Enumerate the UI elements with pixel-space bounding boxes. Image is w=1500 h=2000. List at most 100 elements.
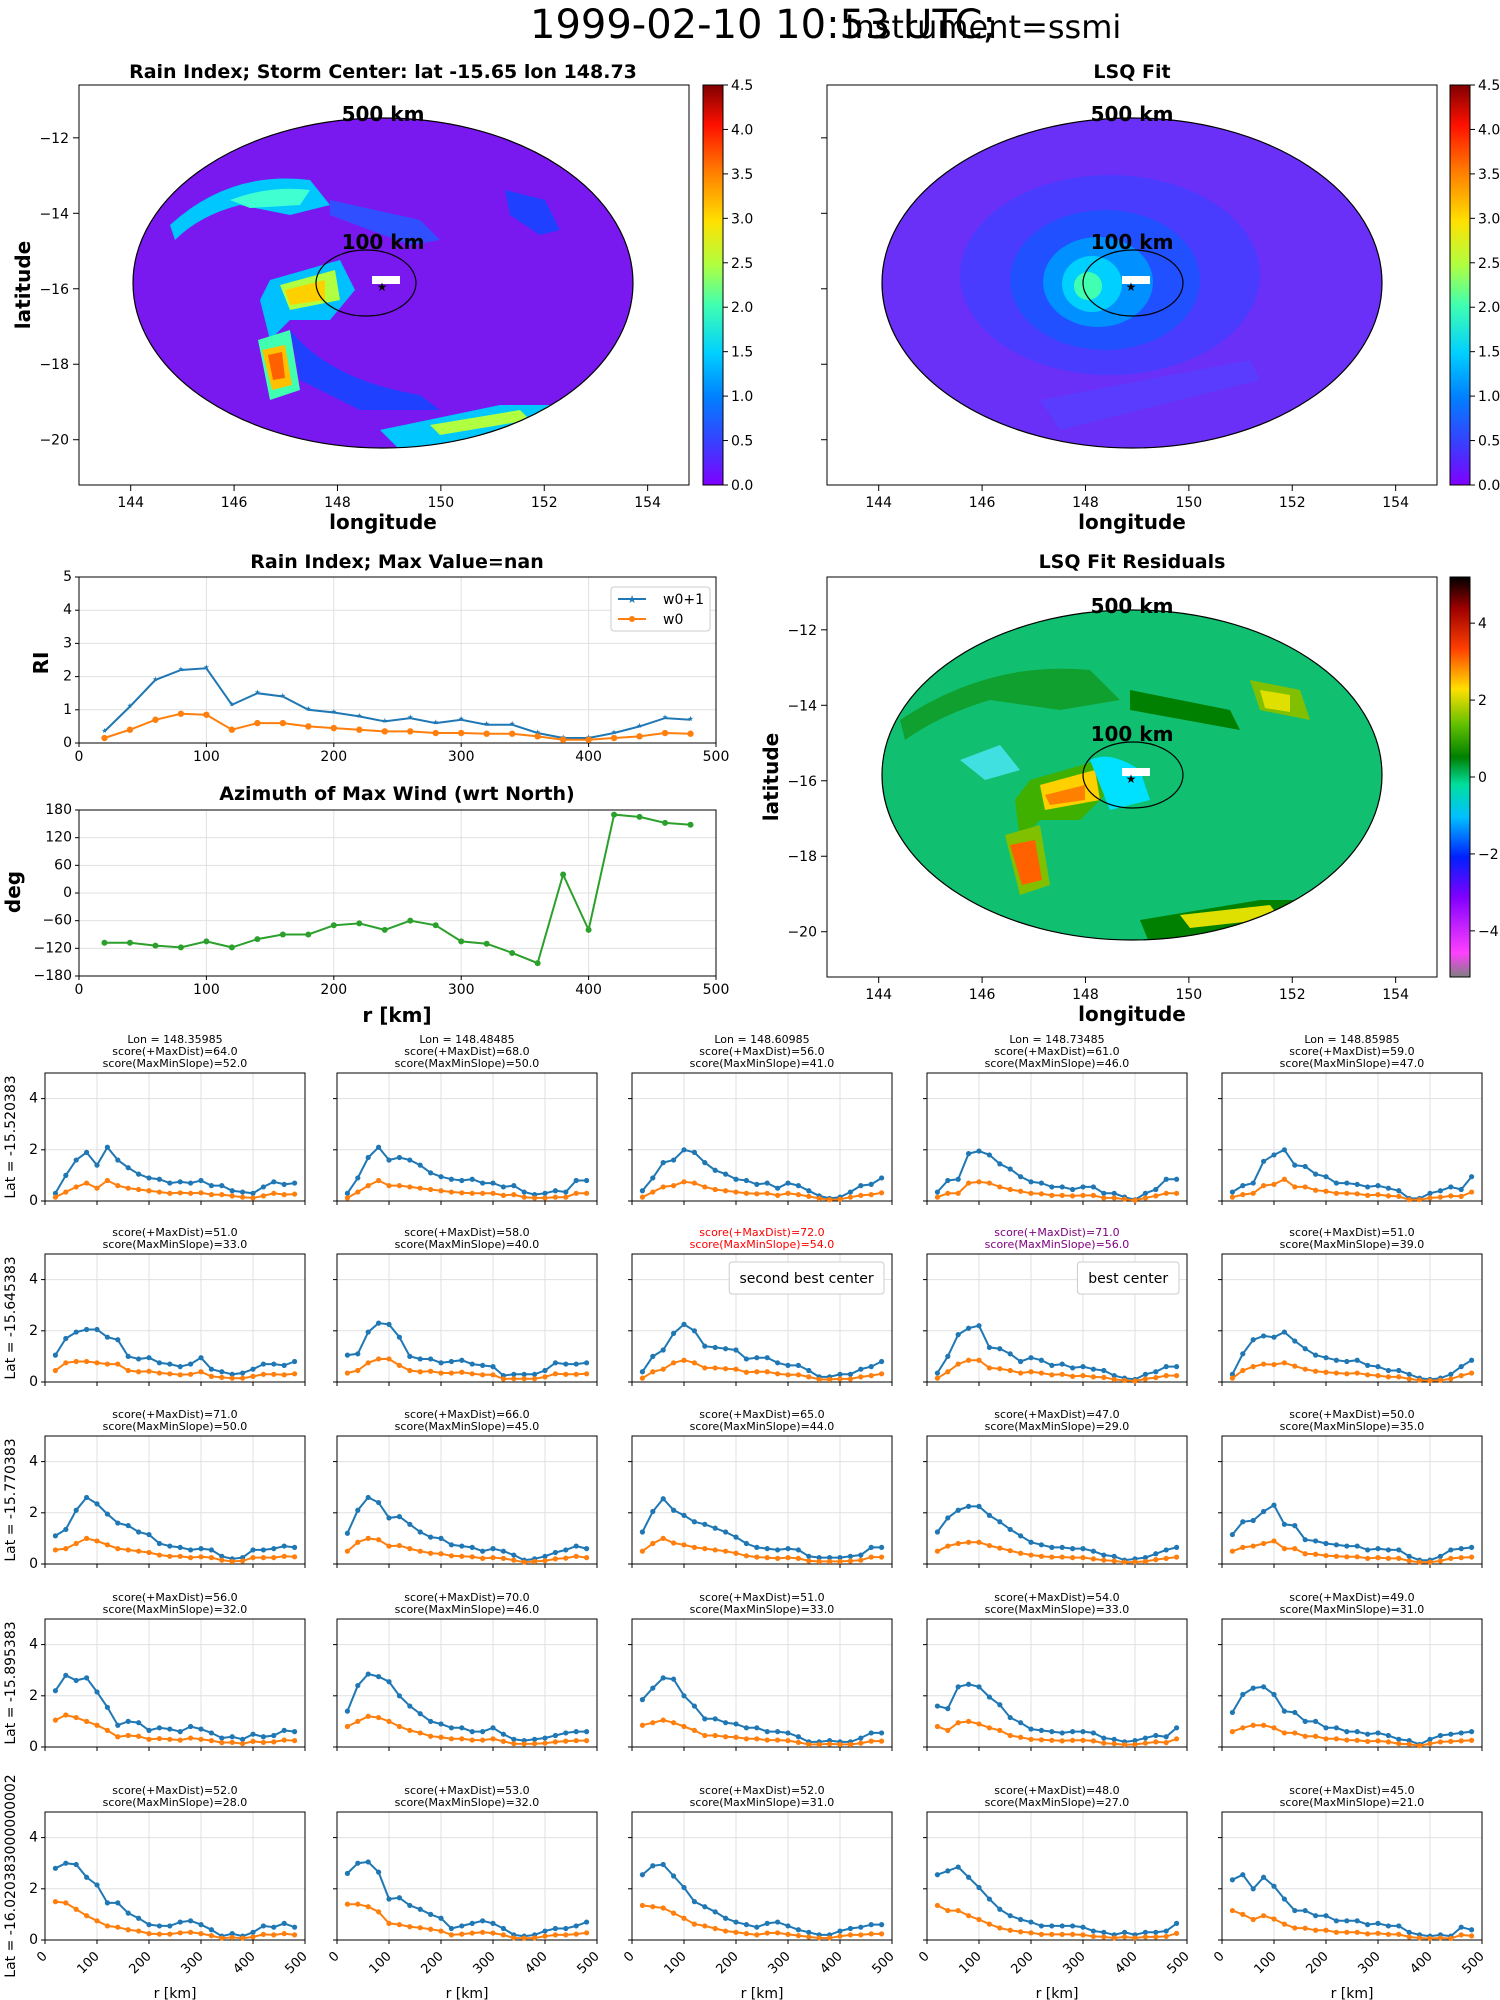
data-point [281,1920,287,1926]
data-point [417,1711,423,1717]
cell-score-slope: score(MaxMinSlope)=27.0 [985,1796,1130,1809]
data-point [281,1181,287,1187]
plot-frame [631,1072,893,1202]
data-point [1070,1373,1076,1379]
data-point [167,1543,173,1549]
data-point [733,1734,739,1740]
lsq-fit-colorbar [1449,84,1471,486]
lon-tick-label: 148 [1072,495,1099,511]
data-point [156,1370,162,1376]
colorbar-tick-label: 1.0 [731,389,753,405]
x-tick-label: 400 [522,1949,550,1977]
data-point [702,1184,708,1190]
data-point [1174,1920,1180,1926]
data-point-star: ★ [203,663,209,672]
data-point [955,1361,961,1367]
data-point [344,1901,350,1907]
plot-border [631,1072,893,1202]
data-point [1427,1559,1433,1565]
data-point [146,1188,152,1194]
data-point [84,1874,90,1880]
data-point [1101,1195,1107,1201]
data-point [1080,1729,1086,1735]
data-point [448,1358,454,1365]
data-point [250,1373,256,1379]
data-point [1469,1933,1475,1939]
data-point [1174,1364,1180,1370]
x-tick-label: 0 [1211,1949,1227,1965]
data-point [355,1539,361,1545]
data-point [723,1529,729,1535]
data-point [1469,1357,1475,1363]
x-tick-label: 500 [869,1949,897,1977]
data-point [1333,1190,1339,1196]
data-point [396,1154,402,1161]
data-point [945,1369,951,1375]
x-tick-label: 400 [575,749,602,765]
residuals-colorbar [1449,576,1471,978]
data-point [146,1727,152,1733]
data-point [136,1186,142,1193]
data-point [438,1370,444,1376]
data-point [650,1353,656,1359]
data-point [365,1535,371,1541]
data-point [1142,1735,1148,1741]
lat-tick-label: −18 [787,849,817,865]
plot-border [1221,1618,1483,1748]
data-point [146,1922,152,1928]
cell-score-maxdist: score(+MaxDist)=71.0 [994,1226,1119,1239]
data-point [229,1375,235,1381]
data-point [712,1525,718,1531]
data-point [281,1553,287,1559]
data-point [126,726,134,733]
data-point [1323,1913,1329,1919]
data-point [1090,1556,1096,1562]
data-point [1458,1193,1464,1199]
data-point [584,1930,590,1936]
data-point [1038,1542,1044,1548]
grid-cell: Lon = 148.73485score(+MaxDist)=61.0score… [923,1033,1188,1205]
data-point [260,1923,266,1929]
data-point [52,1190,59,1196]
data-point [1271,1334,1277,1340]
data-point [208,1366,214,1372]
plot-border [926,1618,1188,1748]
ring-500km [881,117,1383,449]
data-point [1344,1918,1350,1924]
grid-cell: score(+MaxDist)=66.0score(MaxMinSlope)=4… [333,1408,598,1568]
data-point [671,1330,677,1336]
data-point [1437,1739,1443,1745]
data-point [480,1929,486,1935]
data-point [177,1553,183,1559]
data-point [229,1371,235,1377]
data-point [639,1194,646,1200]
cell-score-slope: score(MaxMinSlope)=31.0 [1280,1603,1425,1616]
data-point [1174,1725,1180,1731]
data-point [879,1931,885,1937]
data-point [976,1684,982,1690]
data-point [1240,1519,1246,1525]
data-point [52,1352,59,1358]
data-point [584,1919,590,1925]
data-point [733,1366,739,1372]
data-point [271,1546,277,1552]
data-point [521,1376,527,1382]
data-point [63,1546,69,1552]
data-point [1038,1191,1044,1197]
data-point [636,733,643,740]
data-point [1385,1931,1391,1937]
data-point [806,1741,812,1748]
data-point [976,1721,982,1727]
ring-500km [132,117,634,449]
data-point [671,1873,677,1879]
data-point [563,1194,569,1200]
lon-tick-label: 154 [1382,495,1409,511]
data-point [1049,1923,1055,1929]
data-point [1354,1918,1360,1924]
data-point [1240,1691,1246,1698]
data-point [639,1188,646,1194]
data-point [188,1190,194,1196]
cell-score-maxdist: score(+MaxDist)=64.0 [112,1045,237,1058]
data-point [1111,1553,1117,1559]
data-point [1153,1375,1159,1381]
